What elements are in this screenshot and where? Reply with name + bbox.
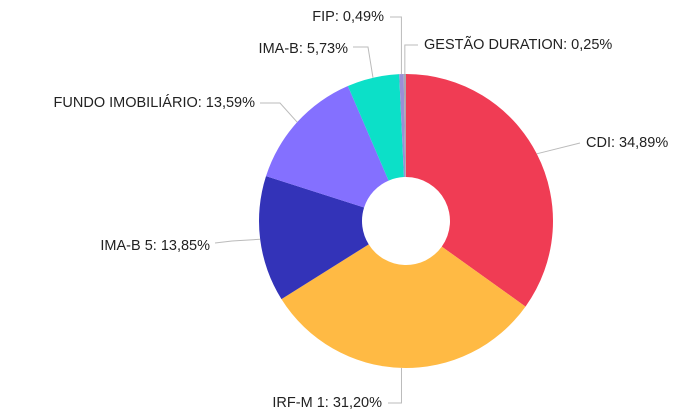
leader-line [260, 102, 298, 123]
slice-label: FIP: 0,49% [312, 9, 384, 25]
slice-label: CDI: 34,89% [586, 135, 668, 151]
donut-slice [347, 74, 404, 181]
donut-slice [259, 176, 369, 300]
slice-label: IMA-B 5: 13,85% [100, 238, 210, 254]
leader-line [404, 44, 418, 75]
slice-label: IRF-M 1: 31,20% [272, 395, 382, 411]
slice-label: IMA-B: 5,73% [259, 41, 349, 57]
slice-label: GESTÃO DURATION: 0,25% [424, 36, 612, 53]
donut-slice [406, 74, 553, 307]
leader-line [388, 367, 402, 404]
leader-line [390, 16, 402, 75]
leader-line [536, 142, 581, 155]
slice-label: FUNDO IMOBILIÁRIO: 13,59% [54, 94, 256, 111]
leader-line [214, 238, 261, 244]
donut-slice [281, 244, 526, 368]
donut-slice [403, 74, 406, 178]
leader-line [353, 46, 374, 78]
donut-slice [399, 74, 406, 178]
donut-slice [266, 85, 389, 208]
